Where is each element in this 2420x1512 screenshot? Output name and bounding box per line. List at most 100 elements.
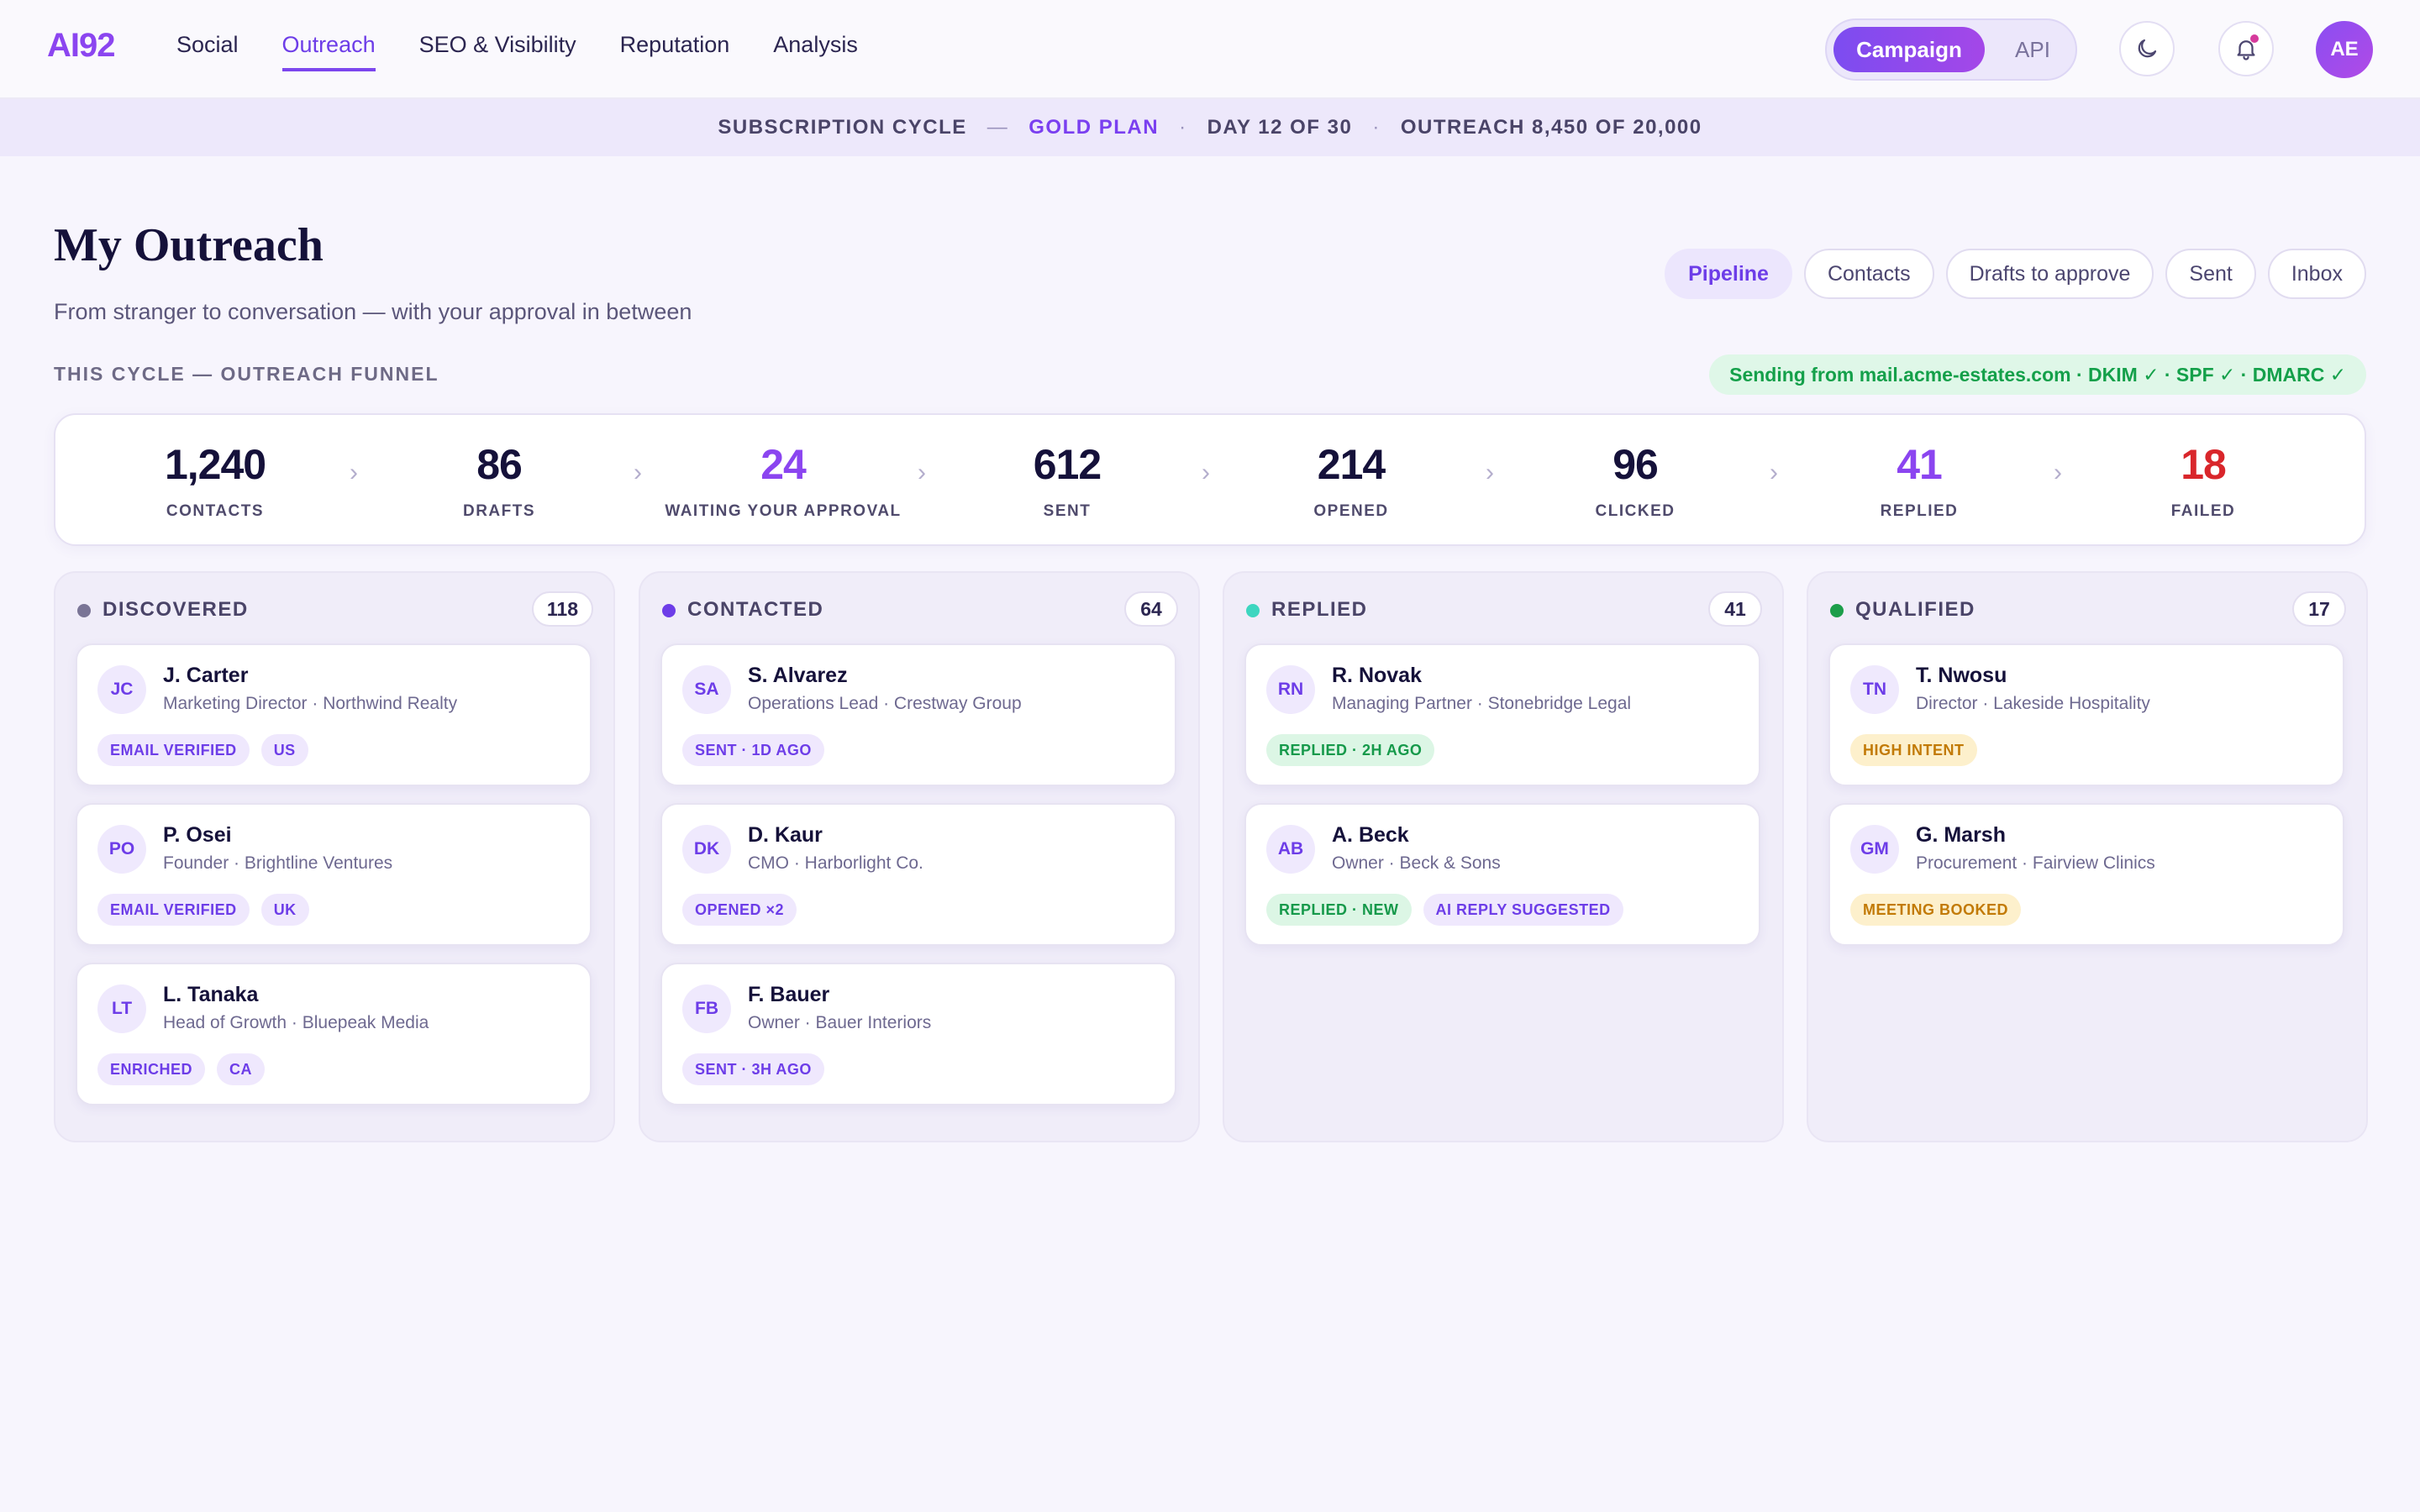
contact-tag: ENRICHED xyxy=(97,1053,206,1085)
column-status-dot xyxy=(77,604,91,617)
tab-inbox[interactable]: Inbox xyxy=(2267,249,2366,299)
column-status-dot xyxy=(1246,604,1260,617)
column-title: QUALIFIED xyxy=(1855,598,1975,621)
funnel-stage-label: OPENED xyxy=(1313,502,1389,520)
contact-tag: MEETING BOOKED xyxy=(1850,894,2022,926)
contact-tag: CA xyxy=(217,1053,266,1085)
tab-contacts[interactable]: Contacts xyxy=(1803,249,1934,299)
nav-item-reputation[interactable]: Reputation xyxy=(619,32,730,57)
contact-card[interactable]: TN T. Nwosu Director · Lakeside Hospitalit… xyxy=(1828,643,2344,786)
tab-drafts-to-approve[interactable]: Drafts to approve xyxy=(1945,249,2154,299)
contact-name: G. Marsh xyxy=(1916,823,2006,847)
contact-avatar: JC xyxy=(97,665,146,714)
contact-card[interactable]: PO P. Osei Founder · Brightline Ventures EM… xyxy=(76,803,592,946)
contact-card[interactable]: DK D. Kaur CMO · Harborlight Co. OPENED ×2 xyxy=(660,803,1176,946)
contact-role: Managing Partner · Stonebridge Legal xyxy=(1332,694,1632,713)
notifications-button[interactable] xyxy=(2218,21,2274,76)
column-status-dot xyxy=(1830,604,1844,617)
contact-name: A. Beck xyxy=(1332,823,1409,847)
chevron-right-icon: › xyxy=(1202,459,1210,486)
subscription-bar: SUBSCRIPTION CYCLE — GOLD PLAN · DAY 12 … xyxy=(0,99,2420,156)
funnel-stage[interactable]: 24 WAITING YOUR APPROVAL xyxy=(657,415,909,548)
page-subtitle: From stranger to conversation — with you… xyxy=(54,299,692,324)
column-count-badge: 64 xyxy=(1124,591,1178,627)
contact-avatar: DK xyxy=(682,825,731,874)
notification-dot xyxy=(2250,34,2259,43)
funnel-stage-value: 96 xyxy=(1612,441,1659,488)
subscription-day: DAY 12 OF 30 xyxy=(1207,116,1353,139)
contact-card[interactable]: JC J. Carter Marketing Director · Northwin… xyxy=(76,643,592,786)
contact-tag: HIGH INTENT xyxy=(1850,734,1977,766)
mode-api-button[interactable]: API xyxy=(2015,36,2050,62)
contact-card[interactable]: GM G. Marsh Procurement · Fairview Clinics… xyxy=(1828,803,2344,946)
subscription-plan: GOLD PLAN xyxy=(1028,116,1160,139)
pipeline-column-replied: REPLIED 41 RN R. Novak Managing Partner · St… xyxy=(1223,571,1784,1142)
funnel-stage[interactable]: 214 OPENED xyxy=(1225,415,1477,548)
tab-sent[interactable]: Sent xyxy=(2165,249,2256,299)
main-nav: Social Outreach SEO & Visibility Reputat… xyxy=(176,32,858,71)
user-avatar[interactable]: AE xyxy=(2316,21,2373,78)
funnel-stage[interactable]: 96 CLICKED xyxy=(1509,415,1761,548)
funnel-stage-label: CONTACTS xyxy=(166,502,265,520)
funnel-stage[interactable]: 41 REPLIED xyxy=(1793,415,2045,548)
contact-role: Procurement · Fairview Clinics xyxy=(1916,853,2155,873)
mode-switch: Campaign API xyxy=(1825,18,2077,81)
contact-tags: SENT · 3H AGO xyxy=(682,1053,824,1085)
view-tabs: Pipeline Contacts Drafts to approve Sent… xyxy=(1665,249,2366,299)
contact-name: T. Nwosu xyxy=(1916,664,2007,687)
chevron-right-icon: › xyxy=(918,459,926,486)
subscription-sep: · xyxy=(1179,116,1187,139)
contact-tags: EMAIL VERIFIED UK xyxy=(97,894,309,926)
funnel-stage-value: 18 xyxy=(2181,441,2227,488)
contact-card[interactable]: LT L. Tanaka Head of Growth · Bluepeak Med… xyxy=(76,963,592,1105)
funnel-stage-value: 41 xyxy=(1897,441,1943,488)
funnel-stage-label: REPLIED xyxy=(1880,502,1959,520)
chevron-right-icon: › xyxy=(1486,459,1494,486)
column-count-badge: 41 xyxy=(1708,591,1762,627)
contact-card[interactable]: RN R. Novak Managing Partner · Stonebridge… xyxy=(1244,643,1760,786)
theme-toggle-button[interactable] xyxy=(2119,21,2175,76)
contact-avatar: SA xyxy=(682,665,731,714)
nav-item-analysis[interactable]: Analysis xyxy=(773,32,858,57)
subscription-outreach: OUTREACH 8,450 OF 20,000 xyxy=(1400,116,1702,139)
chevron-right-icon: › xyxy=(634,459,642,486)
subscription-label: SUBSCRIPTION CYCLE xyxy=(718,116,967,139)
contact-name: P. Osei xyxy=(163,823,232,847)
mode-campaign-button[interactable]: Campaign xyxy=(1833,27,1985,72)
nav-item-seo-visibility[interactable]: SEO & Visibility xyxy=(418,32,576,57)
contact-name: L. Tanaka xyxy=(163,983,259,1006)
pipeline-column-discovered: DISCOVERED 118 JC J. Carter Marketing Direct… xyxy=(54,571,615,1142)
contact-card[interactable]: AB A. Beck Owner · Beck & Sons REPLIED · NE… xyxy=(1244,803,1760,946)
funnel-stage[interactable]: 18 FAILED xyxy=(2077,415,2329,548)
funnel-stage-value: 86 xyxy=(476,441,523,488)
funnel-stage[interactable]: 86 DRAFTS xyxy=(373,415,625,548)
funnel-stage-label: FAILED xyxy=(2170,502,2236,520)
chevron-right-icon: › xyxy=(2054,459,2062,486)
top-bar: AI92 Social Outreach SEO & Visibility Re… xyxy=(0,0,2420,99)
nav-item-outreach[interactable]: Outreach xyxy=(281,32,376,71)
column-title: CONTACTED xyxy=(687,598,824,621)
contact-role: CMO · Harborlight Co. xyxy=(748,853,923,873)
funnel-stage[interactable]: 612 SENT xyxy=(941,415,1193,548)
logo[interactable]: AI92 xyxy=(47,27,115,64)
subscription-sep: · xyxy=(1372,116,1381,139)
page-title: My Outreach xyxy=(54,219,324,271)
contact-tag: SENT · 3H AGO xyxy=(682,1053,824,1085)
tab-pipeline[interactable]: Pipeline xyxy=(1665,249,1792,299)
contact-tags: MEETING BOOKED xyxy=(1850,894,2022,926)
contact-tags: SENT · 1D AGO xyxy=(682,734,824,766)
contact-card[interactable]: FB F. Bauer Owner · Bauer Interiors SENT · … xyxy=(660,963,1176,1105)
funnel-stage-label: CLICKED xyxy=(1595,502,1676,520)
contact-card[interactable]: SA S. Alvarez Operations Lead · Crestway G… xyxy=(660,643,1176,786)
contact-tags: EMAIL VERIFIED US xyxy=(97,734,308,766)
contact-tag: REPLIED · 2H AGO xyxy=(1266,734,1435,766)
contact-role: Founder · Brightline Ventures xyxy=(163,853,393,873)
outreach-funnel: 1,240 CONTACTS › 86 DRAFTS › 24 WAITING YOUR AP… xyxy=(54,413,2366,546)
column-title: DISCOVERED xyxy=(103,598,249,621)
contact-avatar: RN xyxy=(1266,665,1315,714)
contact-name: R. Novak xyxy=(1332,664,1422,687)
nav-item-social[interactable]: Social xyxy=(176,32,239,57)
funnel-stage-label: WAITING YOUR APPROVAL xyxy=(665,502,902,520)
funnel-stage[interactable]: 1,240 CONTACTS xyxy=(89,415,341,548)
subscription-dash: — xyxy=(986,116,1009,139)
